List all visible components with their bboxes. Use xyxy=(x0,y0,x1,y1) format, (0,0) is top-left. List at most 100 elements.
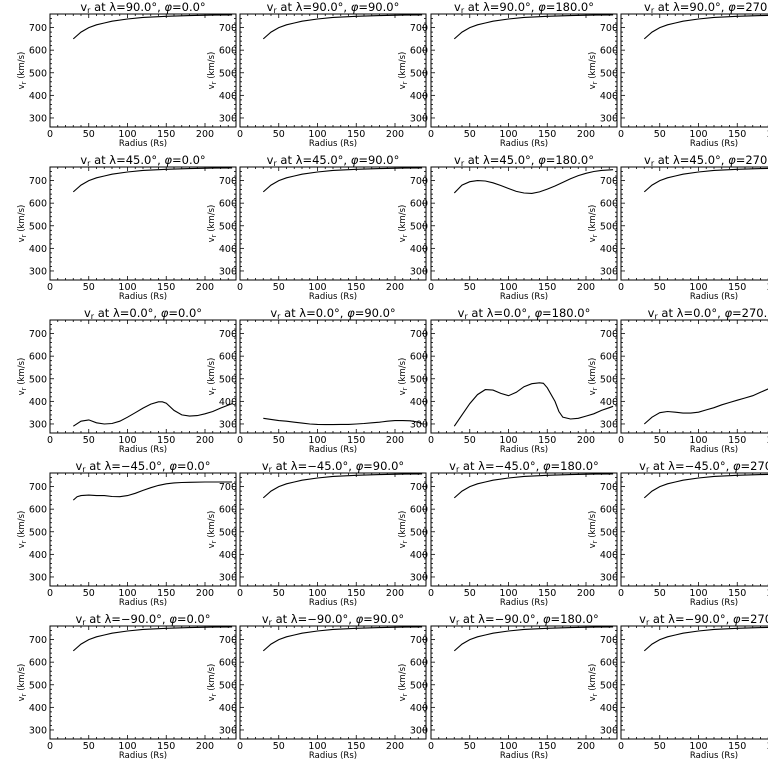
x-tick-label: 200 xyxy=(196,741,214,752)
subplot-3: vr at λ=90.0°, φ=180.0° 0 50 100 150 200 300 40… xyxy=(398,0,618,149)
x-tick-label: 100 xyxy=(499,282,517,293)
x-tick-label: 50 xyxy=(464,741,476,752)
y-tick-label: 300 xyxy=(600,572,618,583)
y-axis-label: vr (km/s) xyxy=(207,52,218,90)
y-axis-label: vr (km/s) xyxy=(588,664,599,702)
y-axis-label: vr (km/s) xyxy=(207,205,218,243)
y-axis-label: vr (km/s) xyxy=(588,52,599,90)
y-axis-label: vr (km/s) xyxy=(398,664,409,702)
velocity-curve xyxy=(262,14,423,40)
x-tick-label: 150 xyxy=(347,588,365,599)
title-var: v xyxy=(262,612,269,626)
y-axis-label: vr (km/s) xyxy=(17,511,28,549)
x-tick-label: 200 xyxy=(196,435,214,446)
x-tick-label: 200 xyxy=(386,282,404,293)
x-tick-label: 200 xyxy=(196,129,214,140)
y-axis-label: vr (km/s) xyxy=(17,664,28,702)
subplot-17: vr at λ=−90.0°, φ=0.0° 0 50 100 150 200 300 400… xyxy=(17,612,237,761)
x-tick-label: 200 xyxy=(577,435,595,446)
x-tick-label: 0 xyxy=(237,282,243,293)
y-tick-label: 300 xyxy=(29,725,47,736)
y-tick-label: 400 xyxy=(410,703,428,714)
y-tick-label: 400 xyxy=(600,397,618,408)
velocity-curve xyxy=(453,14,614,40)
x-tick-label: 100 xyxy=(118,588,136,599)
y-tick-label: 700 xyxy=(219,176,237,187)
subplot-18: vr at λ=−90.0°, φ=90.0° 0 50 100 150 200 300 40… xyxy=(207,612,427,761)
y-tick-label: 400 xyxy=(410,550,428,561)
x-tick-label: 150 xyxy=(538,129,556,140)
y-tick-label: 600 xyxy=(600,352,618,363)
plot-frame xyxy=(620,166,768,281)
title-var: v xyxy=(267,0,274,14)
x-tick-label: 0 xyxy=(618,741,624,752)
y-tick-label: 700 xyxy=(219,329,237,340)
x-tick-label: 50 xyxy=(83,435,95,446)
y-tick-label: 600 xyxy=(29,199,47,210)
y-tick-label: 500 xyxy=(219,374,237,385)
subplot-title: vr at λ=0.0°, φ=0.0° xyxy=(84,306,202,321)
subplot-5: vr at λ=45.0°, φ=0.0° 0 50 100 150 200 300 400 5… xyxy=(17,153,237,302)
y-tick-label: 400 xyxy=(410,397,428,408)
x-tick-label: 100 xyxy=(308,741,326,752)
x-tick-label: 0 xyxy=(237,588,243,599)
x-tick-label: 150 xyxy=(538,282,556,293)
x-tick-label: 150 xyxy=(347,129,365,140)
y-tick-label: 600 xyxy=(29,352,47,363)
title-var: v xyxy=(648,306,655,320)
x-axis-label: Radius (Rs) xyxy=(309,292,357,302)
y-tick-label: 600 xyxy=(219,199,237,210)
y-tick-label: 600 xyxy=(410,505,428,516)
subplot-title: vr at λ=0.0°, φ=270.0° xyxy=(648,306,768,321)
y-tick-label: 400 xyxy=(29,244,47,255)
y-tick-label: 500 xyxy=(600,680,618,691)
y-tick-label: 700 xyxy=(600,23,618,34)
title-var: v xyxy=(639,459,646,473)
y-tick-label: 300 xyxy=(219,266,237,277)
x-axis-label: Radius (Rs) xyxy=(309,445,357,455)
x-axis-label: Radius (Rs) xyxy=(500,139,548,149)
y-tick-label: 400 xyxy=(600,244,618,255)
title-var: v xyxy=(80,153,87,167)
y-tick-label: 600 xyxy=(29,505,47,516)
x-tick-label: 100 xyxy=(689,588,707,599)
y-tick-label: 300 xyxy=(600,725,618,736)
title-var: v xyxy=(75,612,82,626)
subplot-title: vr at λ=−90.0°, φ=0.0° xyxy=(75,612,210,627)
x-tick-label: 100 xyxy=(689,741,707,752)
title-var: v xyxy=(262,459,269,473)
velocity-curve xyxy=(262,167,423,193)
x-tick-label: 200 xyxy=(386,741,404,752)
x-tick-label: 50 xyxy=(654,435,666,446)
x-axis-label: Radius (Rs) xyxy=(500,445,548,455)
subplot-13: vr at λ=−45.0°, φ=0.0° 0 50 100 150 200 300 400… xyxy=(17,459,237,608)
x-tick-label: 50 xyxy=(83,741,95,752)
title-var: v xyxy=(267,153,274,167)
y-axis-label: vr (km/s) xyxy=(207,358,218,396)
x-axis-label: Radius (Rs) xyxy=(309,751,357,761)
subplot-title: vr at λ=−45.0°, φ=180.0° xyxy=(449,459,599,474)
y-axis-label: vr (km/s) xyxy=(588,205,599,243)
x-tick-label: 150 xyxy=(728,588,746,599)
title-var: v xyxy=(644,153,651,167)
velocity-curve xyxy=(262,626,423,652)
x-tick-label: 100 xyxy=(118,741,136,752)
title-var: v xyxy=(454,0,461,14)
y-tick-label: 300 xyxy=(29,572,47,583)
title-var: v xyxy=(270,306,277,320)
y-tick-label: 600 xyxy=(410,199,428,210)
plot-frame xyxy=(620,13,768,128)
y-axis-label: vr (km/s) xyxy=(207,511,218,549)
x-tick-label: 50 xyxy=(273,741,285,752)
y-axis-label: vr (km/s) xyxy=(398,205,409,243)
x-tick-label: 0 xyxy=(428,435,434,446)
subplot-14: vr at λ=−45.0°, φ=90.0° 0 50 100 150 200 300 40… xyxy=(207,459,427,608)
y-tick-label: 700 xyxy=(219,482,237,493)
x-tick-label: 50 xyxy=(273,282,285,293)
subplot-title: vr at λ=−90.0°, φ=270.0° xyxy=(639,612,768,627)
velocity-curve xyxy=(72,626,233,652)
x-tick-label: 50 xyxy=(83,282,95,293)
x-tick-label: 100 xyxy=(689,435,707,446)
y-tick-label: 400 xyxy=(600,550,618,561)
velocity-curve xyxy=(72,167,233,193)
